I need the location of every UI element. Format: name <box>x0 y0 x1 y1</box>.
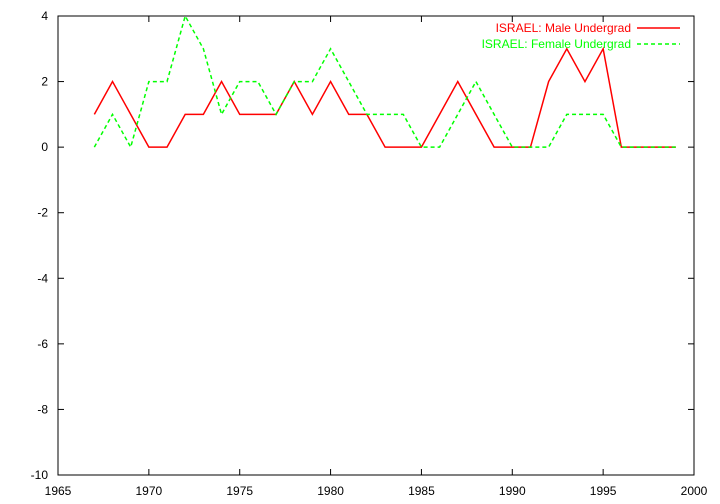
y-tick-label: 2 <box>41 75 48 89</box>
legend-label: ISRAEL: Female Undergrad <box>482 37 631 51</box>
y-tick-label: -8 <box>37 402 48 416</box>
x-tick-label: 1980 <box>317 484 344 498</box>
y-tick-label: 0 <box>41 140 48 154</box>
x-tick-label: 1990 <box>499 484 526 498</box>
y-tick-label: -2 <box>37 206 48 220</box>
legend-label: ISRAEL: Male Undergrad <box>496 21 631 35</box>
y-tick-label: -6 <box>37 337 48 351</box>
series-line-male-undergrad <box>93 46 676 148</box>
plot-frame <box>57 15 695 476</box>
series-lines <box>93 14 676 150</box>
y-tick-label: 4 <box>41 9 48 23</box>
x-tick-label: 1995 <box>590 484 617 498</box>
x-tick-label: 1970 <box>136 484 163 498</box>
x-tick-label: 2000 <box>681 484 708 498</box>
axis-tick-labels: 1965 1970 1975 1980 1985 1990 1995 2000 4 2 0 -2 -4 -… <box>31 9 708 498</box>
legend: ISRAEL: Male Undergrad ISRAEL: Female Und… <box>482 21 680 51</box>
x-tick-label: 1975 <box>226 484 253 498</box>
y-tick-label: -10 <box>31 468 49 482</box>
axis-ticks <box>57 15 695 476</box>
y-tick-label: -4 <box>37 271 48 285</box>
series-line-female-undergrad <box>93 14 676 150</box>
x-tick-label: 1965 <box>45 484 72 498</box>
x-tick-label: 1985 <box>408 484 435 498</box>
